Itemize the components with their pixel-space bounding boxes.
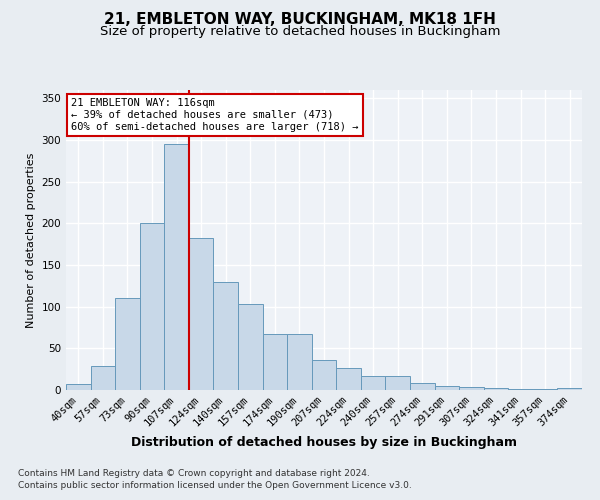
Bar (115, 298, 140, 390)
Bar (140, 224, 164, 390)
Bar (164, 144, 189, 390)
Bar (361, 376, 385, 390)
Bar (508, 389, 533, 390)
Text: 21 EMBLETON WAY: 116sqm
← 39% of detached houses are smaller (473)
60% of semi-d: 21 EMBLETON WAY: 116sqm ← 39% of detache… (71, 98, 358, 132)
Bar (459, 386, 484, 390)
Bar (434, 386, 459, 390)
Bar (91, 366, 115, 390)
Text: 21, EMBLETON WAY, BUCKINGHAM, MK18 1FH: 21, EMBLETON WAY, BUCKINGHAM, MK18 1FH (104, 12, 496, 28)
Bar (385, 376, 410, 390)
Y-axis label: Number of detached properties: Number of detached properties (26, 152, 36, 328)
Text: Distribution of detached houses by size in Buckingham: Distribution of detached houses by size … (131, 436, 517, 449)
Bar (312, 360, 336, 390)
Bar (189, 238, 214, 390)
Text: Contains public sector information licensed under the Open Government Licence v3: Contains public sector information licen… (18, 481, 412, 490)
Bar (214, 282, 238, 390)
Bar (533, 389, 557, 390)
Bar (336, 368, 361, 390)
Bar (263, 334, 287, 390)
Bar (484, 388, 508, 390)
Text: Size of property relative to detached houses in Buckingham: Size of property relative to detached ho… (100, 25, 500, 38)
Bar (287, 334, 312, 390)
Bar (238, 304, 263, 390)
Bar (557, 388, 582, 390)
Text: Contains HM Land Registry data © Crown copyright and database right 2024.: Contains HM Land Registry data © Crown c… (18, 468, 370, 477)
Bar (410, 382, 434, 390)
Bar (66, 384, 91, 390)
